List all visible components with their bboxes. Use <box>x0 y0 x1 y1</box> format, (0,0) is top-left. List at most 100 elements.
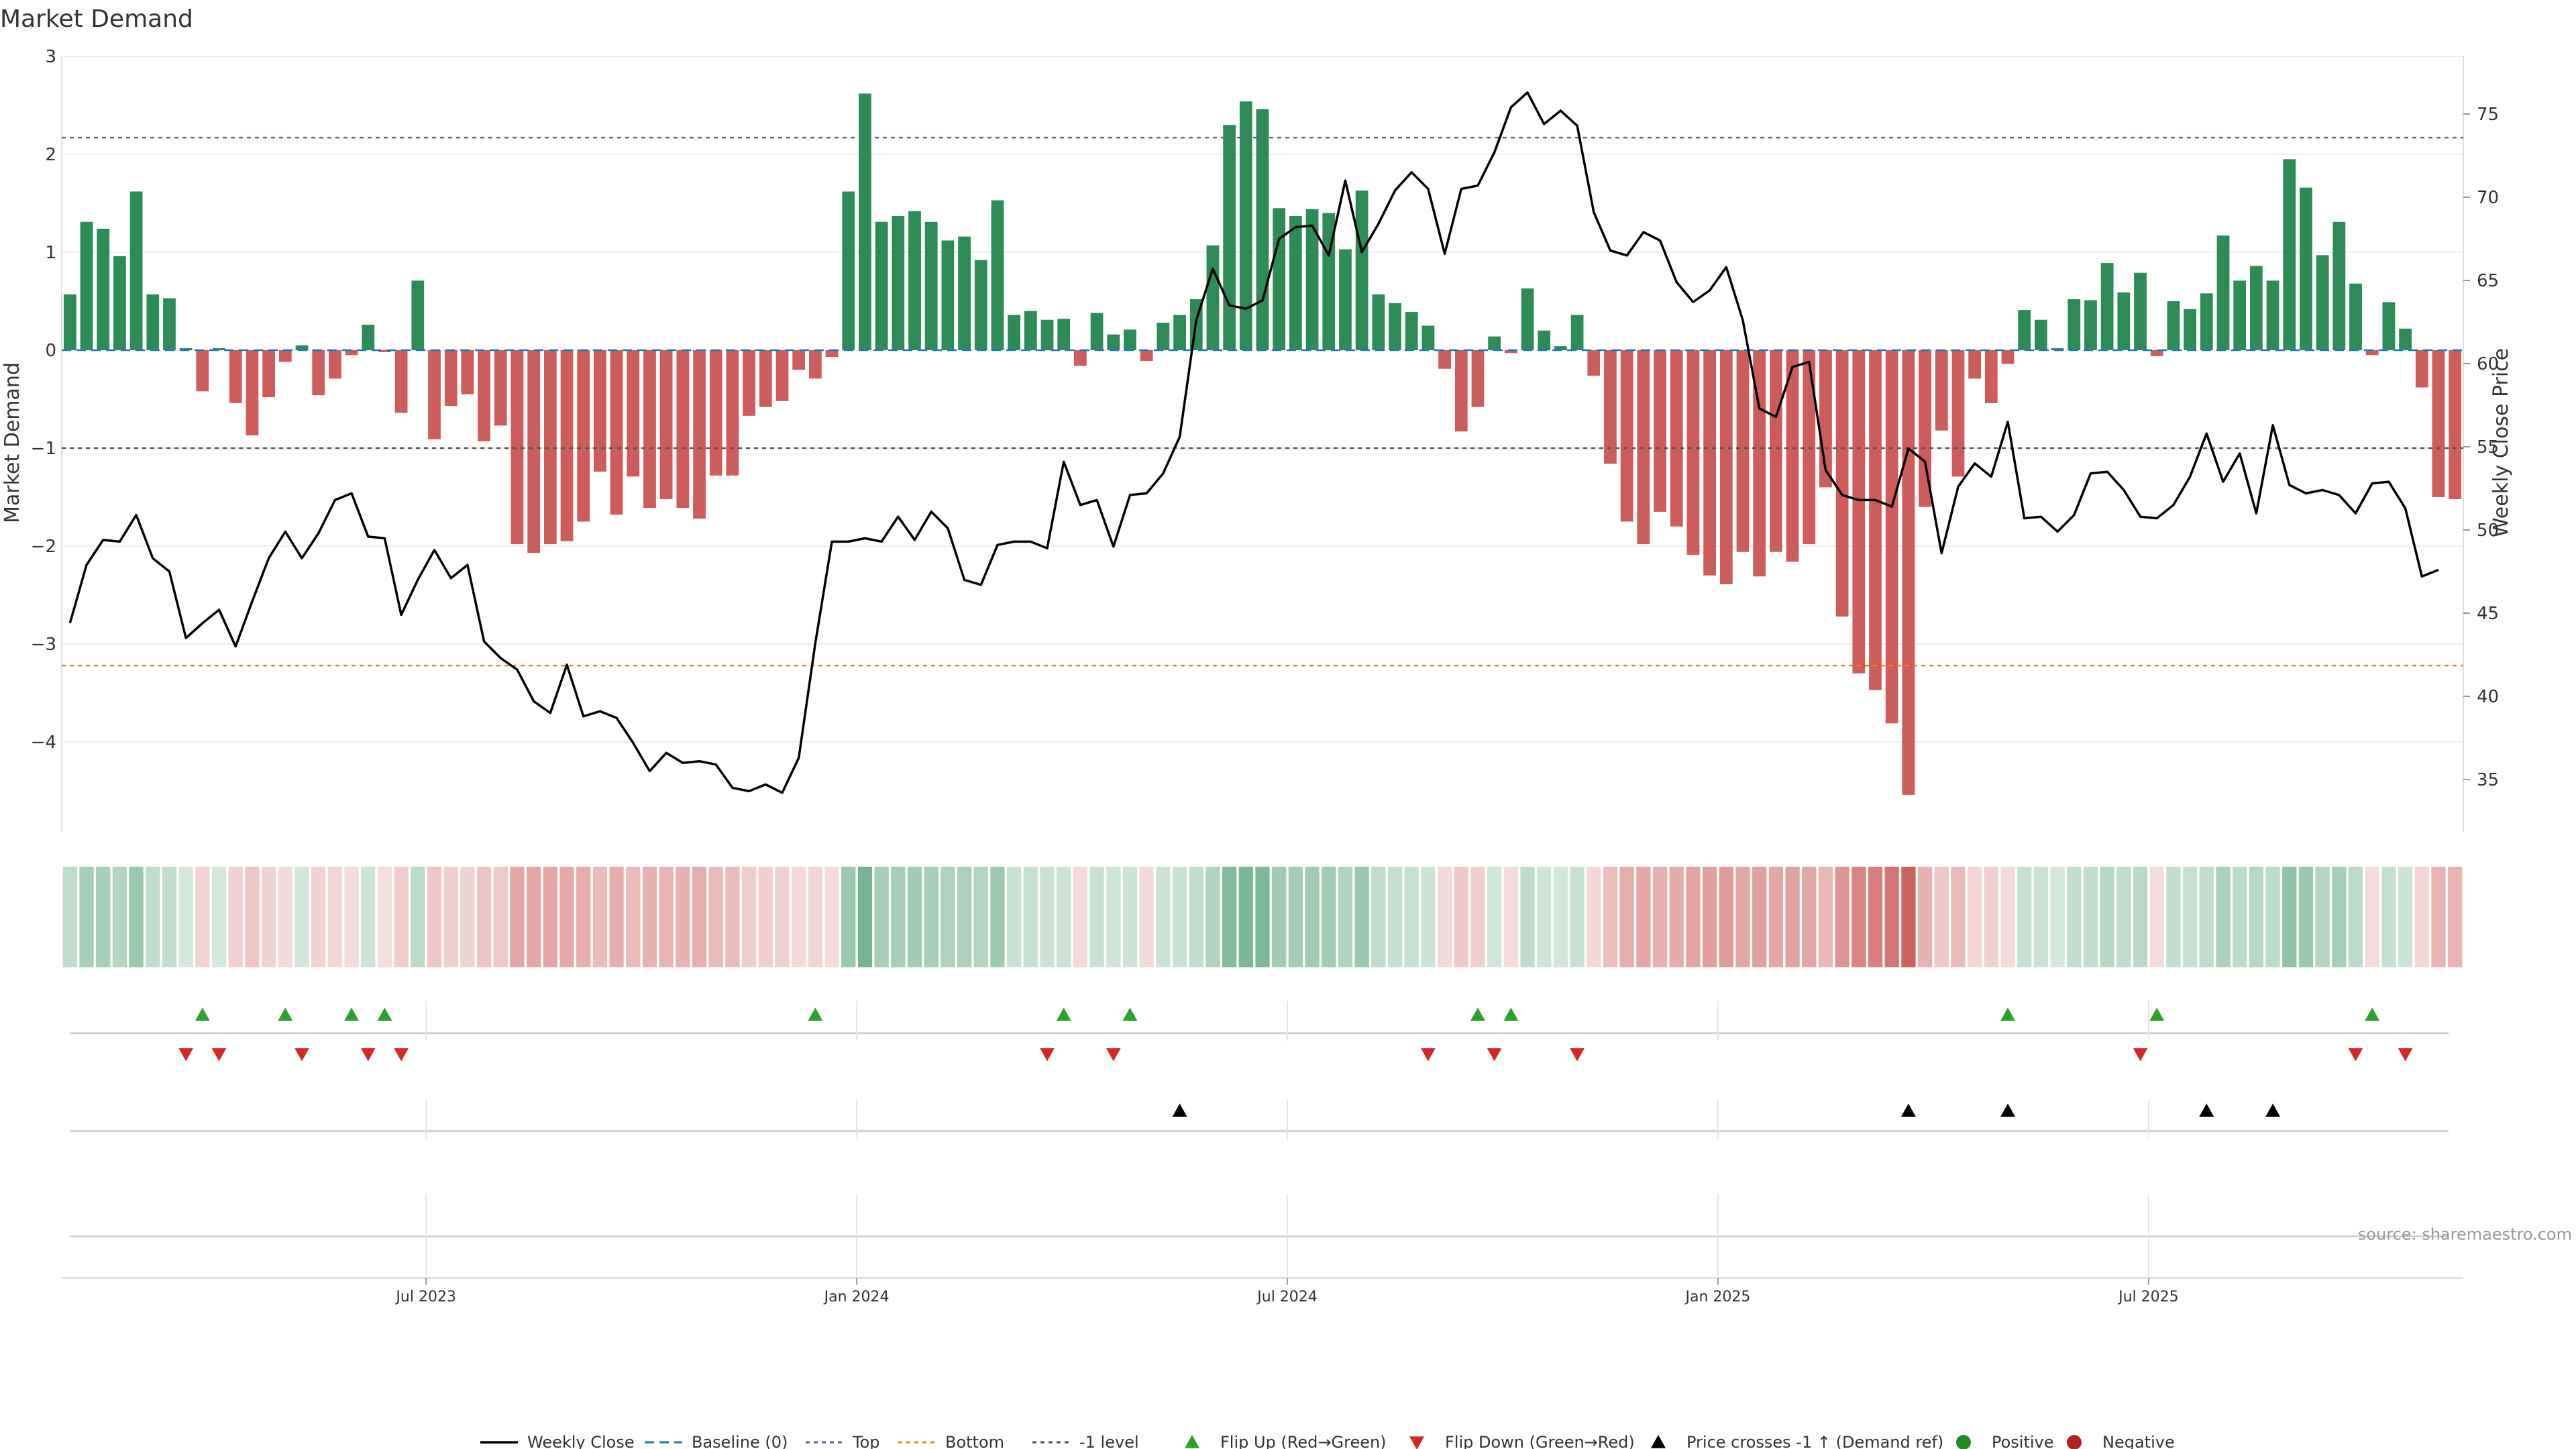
heat-cell <box>1089 867 1104 967</box>
demand-bar-negative <box>478 350 490 441</box>
demand-bar-negative <box>594 350 606 472</box>
demand-bar-positive <box>295 345 309 350</box>
heat-cell <box>1703 867 1717 967</box>
demand-bar-positive <box>163 298 176 350</box>
heat-cell <box>1437 867 1452 967</box>
heat-cell <box>1735 867 1750 967</box>
heat-cell <box>2033 867 2049 967</box>
y-tick-label: 1 <box>45 243 56 263</box>
demand-bar-positive <box>1521 288 1534 350</box>
y2-tick-label: 50 <box>2477 521 2499 541</box>
heat-cell <box>112 867 127 967</box>
y2-tick-label: 45 <box>2477 604 2499 624</box>
legend-label: Baseline (0) <box>692 1433 788 1449</box>
demand-bar-negative <box>1074 350 1087 366</box>
heat-cell <box>2448 867 2463 967</box>
heat-cell <box>1387 867 1403 967</box>
demand-bar-negative <box>1902 350 1915 795</box>
heat-cell <box>1636 867 1651 967</box>
demand-bar-positive <box>2117 292 2131 350</box>
demand-bar-positive <box>1289 215 1302 350</box>
demand-bar-positive <box>2300 187 2312 350</box>
flip-down-marker <box>2348 1048 2363 1061</box>
demand-bar-positive <box>113 256 126 350</box>
demand-bar-negative <box>2432 350 2445 497</box>
demand-bar-negative <box>1587 350 1601 376</box>
demand-bar-positive <box>1405 312 1418 350</box>
heat-cell <box>1057 867 1071 967</box>
heat-cell <box>792 867 806 967</box>
heat-cell <box>311 867 326 967</box>
heat-cell <box>1156 867 1171 967</box>
heat-cell <box>891 867 906 967</box>
heat-cell <box>527 867 541 967</box>
demand-bar-positive <box>1223 125 1236 350</box>
y-axis-right: 75 70 65 60 55 50 45 40 35 <box>2463 105 2499 790</box>
heat-cell <box>2249 867 2263 967</box>
chart-title: Market Demand <box>0 5 193 33</box>
demand-bar-positive <box>892 215 905 350</box>
demand-bar-negative <box>1454 350 1468 432</box>
heat-cell <box>2365 867 2379 967</box>
flip-down-marker <box>211 1048 227 1061</box>
x-axis: Jul 2023 Jan 2024 Jul 2024 Jan 2025 Jul 2025 <box>62 1001 2463 1305</box>
heat-cell <box>1951 867 1966 967</box>
demand-bar-positive <box>1339 249 1352 350</box>
demand-bar-positive <box>2233 280 2247 350</box>
heat-cell <box>1587 867 1601 967</box>
heat-cell <box>1818 867 1833 967</box>
heat-cell <box>1785 867 1800 967</box>
demand-bar-positive <box>875 221 888 350</box>
heat-cell <box>394 867 409 967</box>
heat-cell <box>2315 867 2330 967</box>
heat-cell <box>725 867 740 967</box>
heat-cell <box>559 867 574 967</box>
demand-bar-negative <box>1654 350 1666 512</box>
heat-cell <box>676 867 690 967</box>
legend-label: Price crosses -1 ↑ (Demand ref) <box>1686 1433 1943 1449</box>
flip-up-marker <box>2000 1008 2016 1021</box>
flip-down-marker <box>1570 1048 1585 1061</box>
demand-bar-positive <box>2084 300 2097 350</box>
heat-cell <box>1917 867 1933 967</box>
heat-cell <box>708 867 723 967</box>
demand-bar-positive <box>941 240 955 350</box>
demand-bar-negative <box>709 350 722 476</box>
price-cross-marker <box>1172 1104 1187 1117</box>
heat-cell <box>1454 867 1468 967</box>
x-tick-label: Jan 2025 <box>1684 1289 1751 1305</box>
heat-cell <box>874 867 889 967</box>
heat-cell <box>592 867 608 967</box>
demand-bar-negative <box>627 350 640 477</box>
legend-label: Bottom <box>945 1433 1004 1449</box>
demand-bar-negative <box>743 350 756 416</box>
heat-cell <box>2050 867 2065 967</box>
x-tick-label: Jul 2024 <box>1256 1289 1318 1305</box>
demand-bar-negative <box>775 350 789 401</box>
heat-cell <box>195 867 210 967</box>
demand-bar-negative <box>1703 350 1717 576</box>
legend-symbol-circle <box>1956 1435 1971 1449</box>
demand-bar-positive <box>1040 319 1054 350</box>
demand-bar-negative <box>1835 350 1849 617</box>
heat-cell <box>327 867 342 967</box>
heat-cell <box>1122 867 1138 967</box>
y-axis-label: Market Demand <box>1 362 24 523</box>
demand-bar-negative <box>759 350 772 407</box>
heat-cell <box>2282 867 2297 967</box>
flip-up-marker <box>1122 1008 1138 1021</box>
demand-bar-negative <box>1803 350 1816 545</box>
heat-cell <box>1139 867 1154 967</box>
heat-cell <box>62 867 77 967</box>
demand-bar-positive <box>2382 302 2396 350</box>
legend-label: Negative <box>2102 1433 2175 1449</box>
heat-cell <box>1884 867 1899 967</box>
demand-bar-negative <box>511 350 524 545</box>
demand-bar-negative <box>2365 350 2379 356</box>
demand-bar-positive <box>924 221 938 350</box>
heat-cell <box>1503 867 1518 967</box>
demand-bar-negative <box>1140 350 1153 362</box>
demand-bar-negative <box>2449 350 2462 499</box>
flip-up-marker <box>1503 1008 1519 1021</box>
demand-bar-negative <box>1919 350 1931 507</box>
